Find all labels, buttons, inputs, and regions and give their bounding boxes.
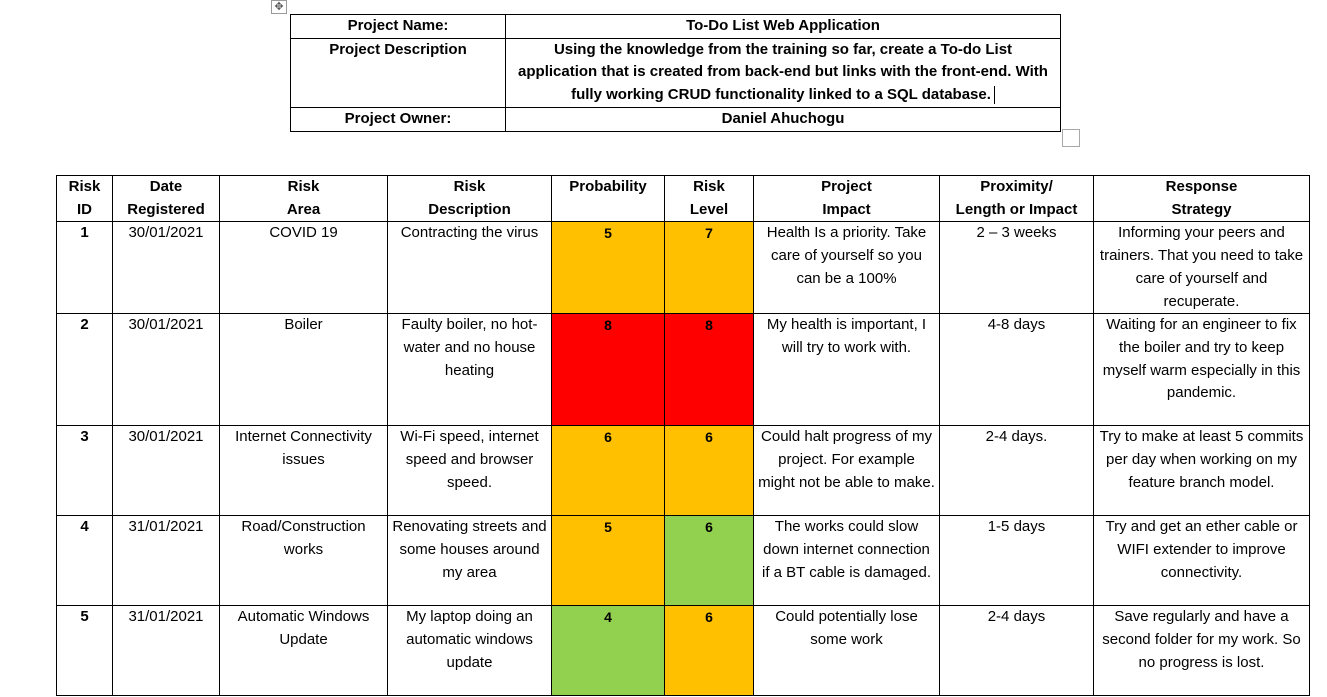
- header-risk-description: Risk Description: [387, 174, 552, 223]
- probability-cell[interactable]: 6: [551, 425, 665, 517]
- date-cell[interactable]: 31/01/2021: [112, 515, 220, 607]
- header-line1: Risk: [287, 178, 320, 195]
- risk-description-cell[interactable]: Wi-Fi speed, internet speed and browser …: [387, 425, 552, 517]
- project-description-row: Project Description Using the knowledge …: [290, 37, 1061, 108]
- header-risk-level: Risk Level: [664, 174, 754, 223]
- table-move-handle[interactable]: ✥: [271, 0, 287, 14]
- proximity-cell[interactable]: 2 – 3 weeks: [939, 221, 1094, 315]
- header-line2: Registered: [127, 200, 205, 218]
- project-info-table: Project Name: To-Do List Web Application…: [290, 14, 1061, 132]
- header-line2: Length or Impact: [955, 200, 1078, 218]
- risk-level-cell[interactable]: 7: [664, 221, 754, 315]
- header-line1: Project: [821, 178, 872, 195]
- header-probability: Probability: [551, 174, 665, 223]
- project-owner-row: Project Owner: Daniel Ahuchogu: [290, 106, 1061, 132]
- table-row: 4 31/01/2021 Road/Construction works Renova…: [56, 515, 1310, 607]
- project-description-label: Project Description: [290, 37, 506, 108]
- response-strategy-cell[interactable]: Informing your peers and trainers. That …: [1093, 221, 1310, 315]
- response-strategy-cell[interactable]: Try to make at least 5 commits per day w…: [1093, 425, 1310, 517]
- header-line1: Response: [1165, 178, 1238, 195]
- table-row: 5 31/01/2021 Automatic Windows Update My la…: [56, 605, 1310, 697]
- risk-header-row: Risk ID Date Registered Risk Area Risk Descript…: [56, 174, 1310, 223]
- risk-description-cell[interactable]: Renovating streets and some houses aroun…: [387, 515, 552, 607]
- date-cell[interactable]: 30/01/2021: [112, 221, 220, 315]
- proximity-cell[interactable]: 2-4 days: [939, 605, 1094, 697]
- risk-area-cell[interactable]: Automatic Windows Update: [219, 605, 388, 697]
- header-line1: Proximity/: [980, 178, 1053, 195]
- risk-description-cell[interactable]: Contracting the virus: [387, 221, 552, 315]
- risk-id-cell[interactable]: 2: [56, 313, 113, 427]
- probability-cell[interactable]: 5: [551, 221, 665, 315]
- project-impact-cell[interactable]: The works could slow down internet conne…: [753, 515, 940, 607]
- proximity-cell[interactable]: 1-5 days: [939, 515, 1094, 607]
- probability-cell[interactable]: 5: [551, 515, 665, 607]
- header-risk-area: Risk Area: [219, 174, 388, 223]
- risk-table-body: 1 30/01/2021 COVID 19 Contracting the virus…: [56, 221, 1310, 697]
- risk-level-cell[interactable]: 6: [664, 425, 754, 517]
- header-line2: Impact: [822, 200, 871, 218]
- proximity-cell[interactable]: 4-8 days: [939, 313, 1094, 427]
- header-line2: Strategy: [1171, 200, 1232, 218]
- proximity-cell[interactable]: 2-4 days.: [939, 425, 1094, 517]
- project-name-label: Project Name:: [290, 14, 506, 39]
- date-cell[interactable]: 31/01/2021: [112, 605, 220, 697]
- project-impact-cell[interactable]: Could halt progress of my project. For e…: [753, 425, 940, 517]
- project-owner-value[interactable]: Daniel Ahuchogu: [505, 106, 1061, 132]
- probability-cell[interactable]: 8: [551, 313, 665, 427]
- risk-id-cell[interactable]: 1: [56, 221, 113, 315]
- table-resize-handle[interactable]: [1062, 129, 1080, 147]
- header-date-registered: Date Registered: [112, 174, 220, 223]
- probability-cell[interactable]: 4: [551, 605, 665, 697]
- header-proximity: Proximity/Length or Impact: [939, 174, 1094, 223]
- risk-level-cell[interactable]: 6: [664, 515, 754, 607]
- risk-area-cell[interactable]: Internet Connectivity issues: [219, 425, 388, 517]
- risk-area-cell[interactable]: Boiler: [219, 313, 388, 427]
- date-cell[interactable]: 30/01/2021: [112, 425, 220, 517]
- risk-level-cell[interactable]: 6: [664, 605, 754, 697]
- header-response-strategy: Response Strategy: [1093, 174, 1310, 223]
- response-strategy-cell[interactable]: Save regularly and have a second folder …: [1093, 605, 1310, 697]
- header-project-impact: Project Impact: [753, 174, 940, 223]
- table-row: 1 30/01/2021 COVID 19 Contracting the virus…: [56, 221, 1310, 315]
- project-impact-cell[interactable]: Could potentially lose some work: [753, 605, 940, 697]
- header-line1: Date: [149, 178, 183, 195]
- risk-id-cell[interactable]: 3: [56, 425, 113, 517]
- header-risk-id: Risk ID: [56, 174, 113, 223]
- header-line2: ID: [77, 200, 92, 218]
- project-description-value: Using the knowledge from the training so…: [518, 40, 1048, 104]
- risk-level-cell[interactable]: 8: [664, 313, 754, 427]
- risk-id-cell[interactable]: 4: [56, 515, 113, 607]
- header-line2: [552, 199, 664, 221]
- table-row: 3 30/01/2021 Internet Connectivity issues W…: [56, 425, 1310, 517]
- header-line2: Level: [689, 200, 729, 218]
- project-name-value[interactable]: To-Do List Web Application: [505, 14, 1061, 39]
- risk-area-cell[interactable]: COVID 19: [219, 221, 388, 315]
- project-impact-cell[interactable]: My health is important, I will try to wo…: [753, 313, 940, 427]
- text-cursor: [993, 86, 995, 105]
- header-line1: Risk: [693, 178, 725, 195]
- project-name-row: Project Name: To-Do List Web Application: [290, 14, 1061, 39]
- risk-area-cell[interactable]: Road/Construction works: [219, 515, 388, 607]
- risk-register-table: Risk ID Date Registered Risk Area Risk Descript…: [56, 174, 1310, 697]
- response-strategy-cell[interactable]: Try and get an ether cable or WIFI exten…: [1093, 515, 1310, 607]
- date-cell[interactable]: 30/01/2021: [112, 313, 220, 427]
- table-row: 2 30/01/2021 Boiler Faulty boiler, no hot-w…: [56, 313, 1310, 427]
- header-line1: Risk: [68, 178, 101, 195]
- risk-description-cell[interactable]: Faulty boiler, no hot-water and no house…: [387, 313, 552, 427]
- header-line2: Description: [428, 200, 511, 218]
- risk-id-cell[interactable]: 5: [56, 605, 113, 697]
- response-strategy-cell[interactable]: Waiting for an engineer to fix the boile…: [1093, 313, 1310, 427]
- risk-description-cell[interactable]: My laptop doing an automatic windows upd…: [387, 605, 552, 697]
- header-line1: Probability: [569, 178, 647, 195]
- project-impact-cell[interactable]: Health Is a priority. Take care of yours…: [753, 221, 940, 315]
- header-line1: Risk: [453, 178, 486, 195]
- header-line2: Area: [286, 200, 321, 218]
- project-description-cell[interactable]: Using the knowledge from the training so…: [505, 37, 1061, 108]
- project-owner-label: Project Owner:: [290, 106, 506, 132]
